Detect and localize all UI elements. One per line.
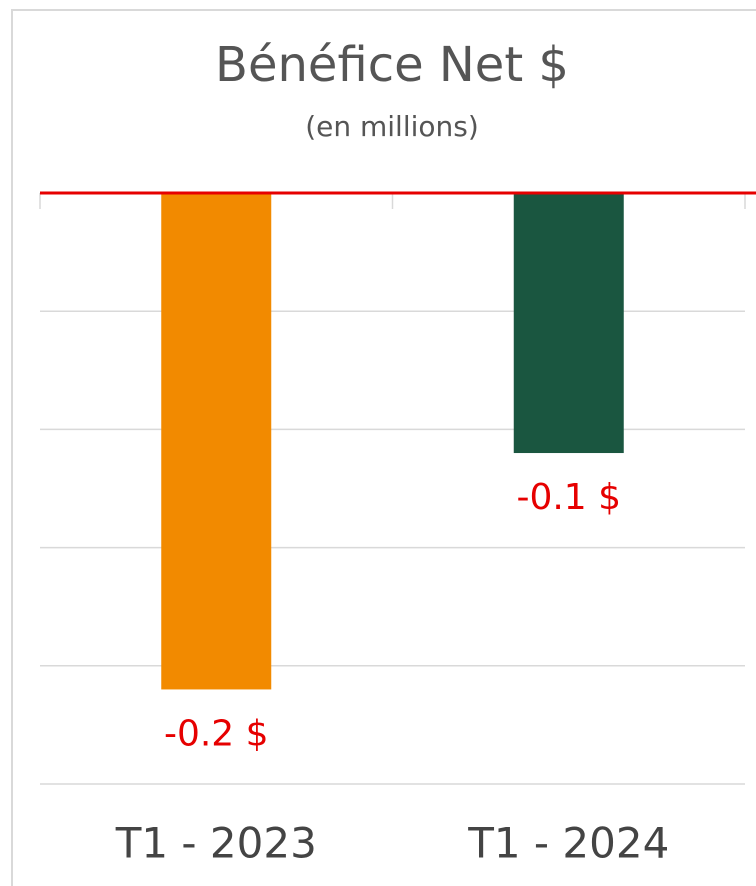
chart-frame [11,9,756,886]
bar [513,193,624,454]
x-tick-label: T1 - 2023 [115,819,317,868]
chart-title: Bénéfice Net $ [215,37,569,93]
x-tick-label: T1 - 2024 [467,819,669,868]
data-label: -0.2 $ [164,713,269,754]
bar [161,193,272,690]
chart-subtitle: (en millions) [305,110,479,143]
data-label: -0.1 $ [516,477,621,518]
